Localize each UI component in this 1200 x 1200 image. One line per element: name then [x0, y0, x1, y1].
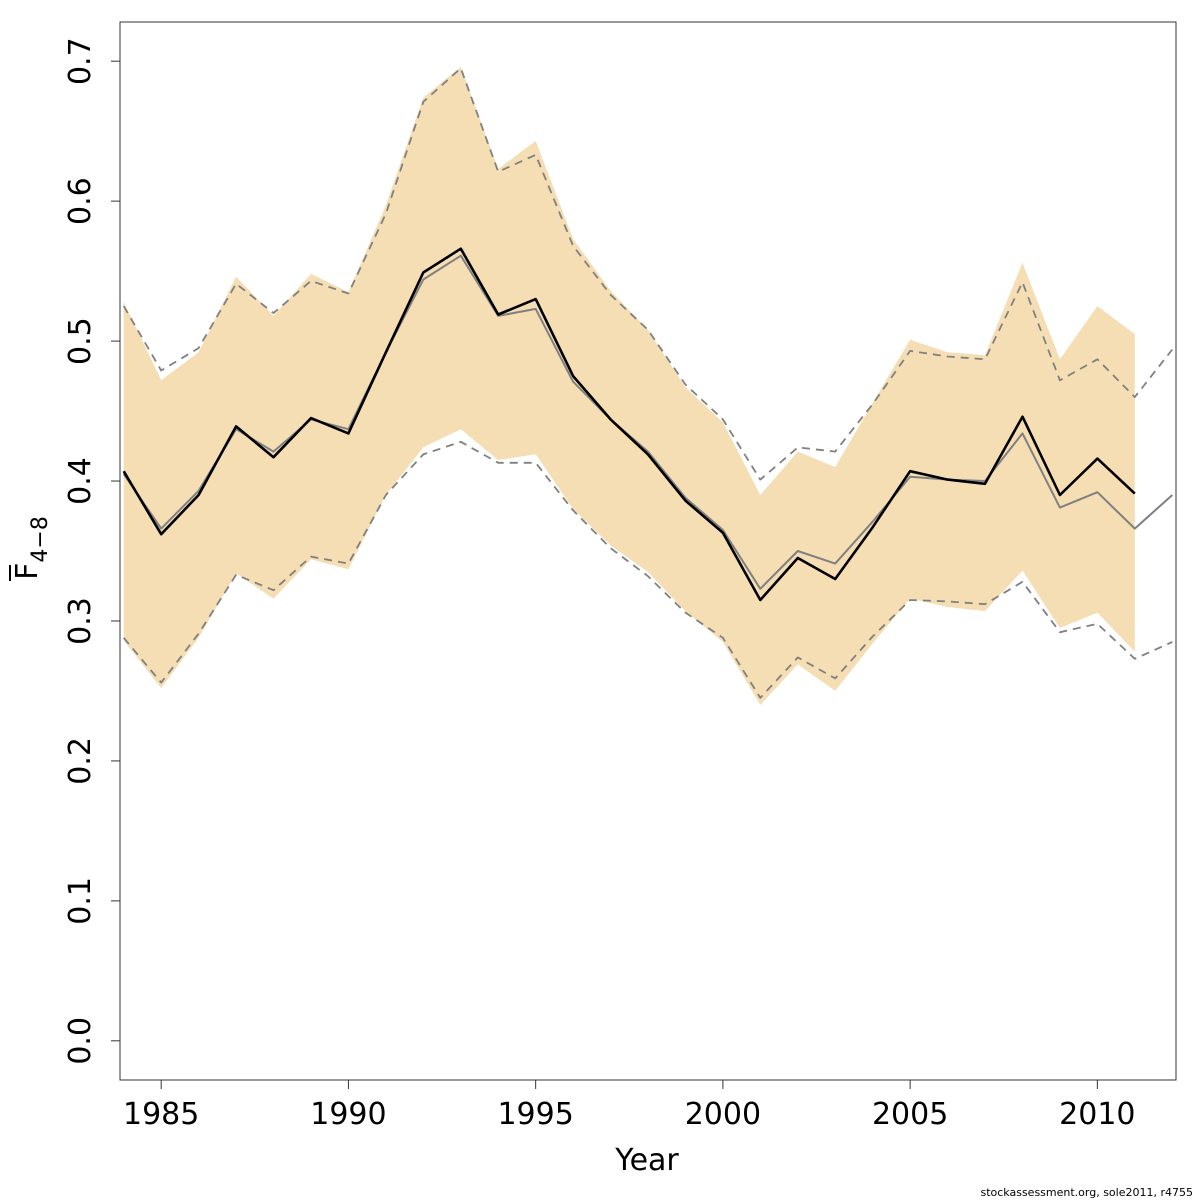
y-tick-label: 0.5 [63, 317, 98, 365]
x-tick-label: 2000 [685, 1097, 761, 1132]
x-axis-title: Year [614, 1143, 679, 1178]
y-tick-label: 0.6 [63, 177, 98, 225]
x-tick-label: 1990 [310, 1097, 386, 1132]
y-axis-title-text: F4−8 [10, 516, 53, 580]
x-axis: 1985 1990 1995 2000 2005 2010 [123, 1080, 1136, 1132]
x-tick-label: 2010 [1059, 1097, 1135, 1132]
y-axis-title-main: F [10, 563, 45, 580]
series-line-alt-lower [123, 440, 1173, 699]
series-lines-layer [122, 67, 1174, 699]
x-tick-label: 2005 [872, 1097, 948, 1132]
plot-frame [119, 21, 1177, 1081]
y-tick-label: 0.7 [63, 37, 98, 85]
series-line-alt-upper [122, 67, 1174, 481]
y-tick-label: 0.1 [63, 877, 98, 925]
y-axis-title-subscript: 4−8 [28, 516, 53, 562]
footer-credit: stockassessment.org, sole2011, r4755 [980, 1186, 1193, 1199]
y-tick-label: 0.4 [63, 457, 98, 505]
y-tick-label: 0.3 [63, 597, 98, 645]
confidence-band-layer [123, 66, 1135, 705]
series-line-main-estimate [122, 247, 1136, 602]
y-tick-label: 0.0 [63, 1017, 98, 1065]
y-tick-label: 0.2 [63, 737, 98, 785]
x-tick-label: 1985 [123, 1097, 199, 1132]
y-axis-title: F4−8 [9, 516, 53, 581]
x-tick-label: 1995 [497, 1097, 573, 1132]
y-axis: 0.0 0.1 0.2 0.3 0.4 0.5 0.6 0.7 [63, 37, 120, 1065]
confidence-band [123, 66, 1135, 705]
